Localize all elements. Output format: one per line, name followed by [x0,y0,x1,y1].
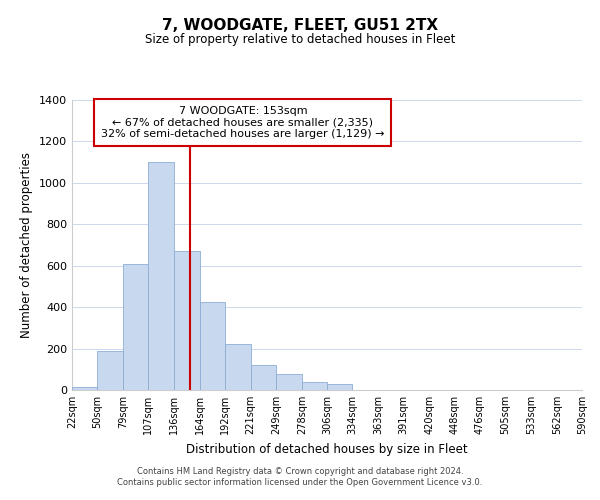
Bar [148,162,175,390]
Bar [175,251,199,390]
Bar [199,302,224,390]
Text: Size of property relative to detached houses in Fleet: Size of property relative to detached ho… [145,32,455,46]
Text: Contains HM Land Registry data © Crown copyright and database right 2024.: Contains HM Land Registry data © Crown c… [137,467,463,476]
Text: 7 WOODGATE: 153sqm
← 67% of detached houses are smaller (2,335)
32% of semi-deta: 7 WOODGATE: 153sqm ← 67% of detached hou… [101,106,385,139]
X-axis label: Distribution of detached houses by size in Fleet: Distribution of detached houses by size … [186,442,468,456]
Bar [72,387,97,390]
Text: Contains public sector information licensed under the Open Government Licence v3: Contains public sector information licen… [118,478,482,487]
Bar [276,374,302,390]
Bar [97,350,123,390]
Bar [327,384,352,390]
Y-axis label: Number of detached properties: Number of detached properties [20,152,34,338]
Bar [302,382,327,390]
Bar [224,344,251,390]
Text: 7, WOODGATE, FLEET, GU51 2TX: 7, WOODGATE, FLEET, GU51 2TX [162,18,438,32]
Bar [123,264,148,390]
Bar [251,365,276,390]
